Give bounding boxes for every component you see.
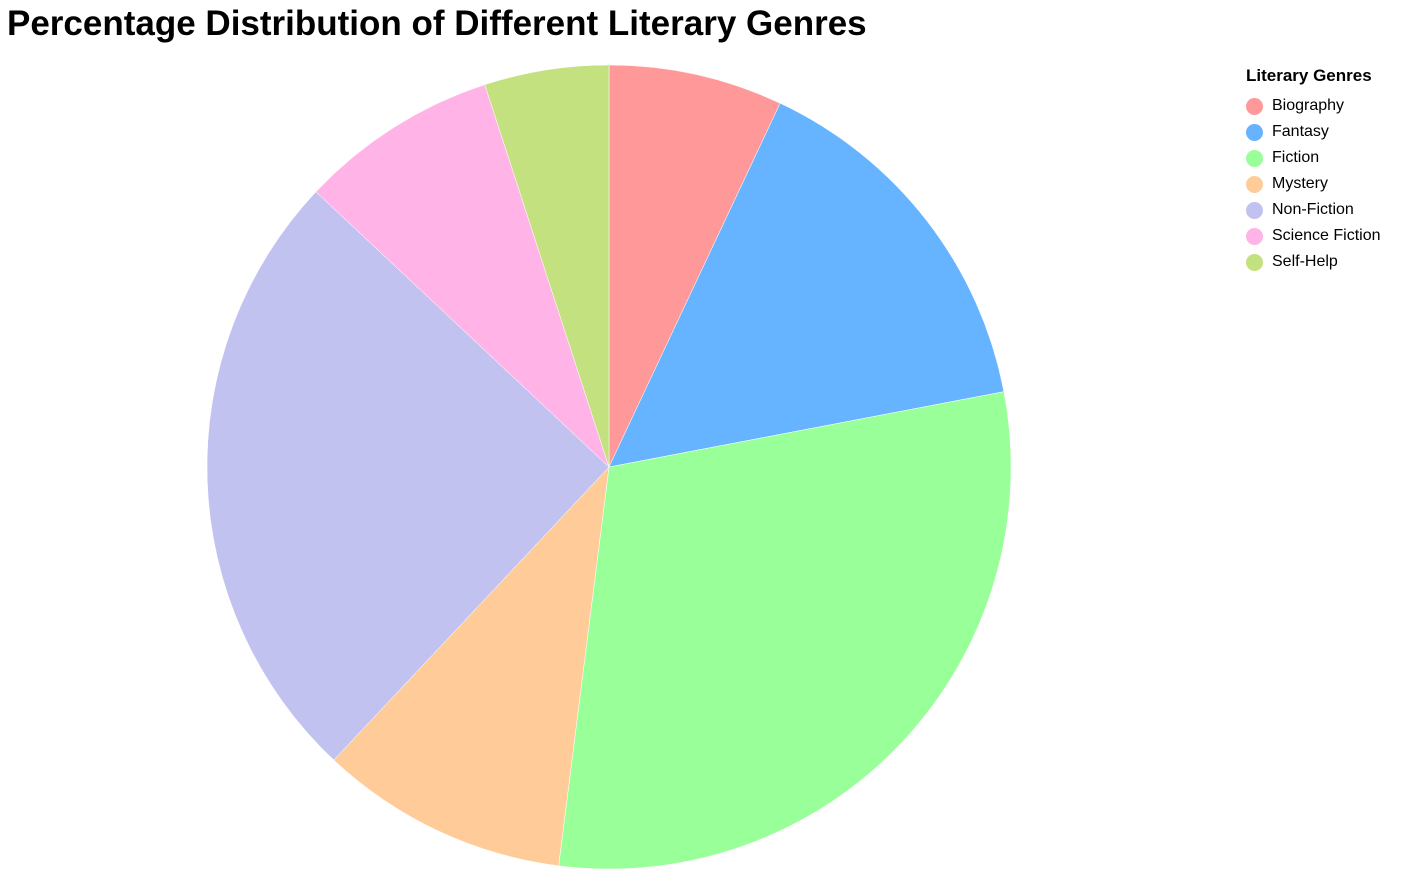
legend-label: Biography bbox=[1272, 97, 1345, 114]
legend-swatch bbox=[1246, 201, 1263, 219]
legend-swatch bbox=[1246, 175, 1263, 193]
pie-slice-fantasy[interactable] bbox=[608, 102, 1005, 468]
legend-swatch bbox=[1246, 253, 1263, 271]
legend-label: Self-Help bbox=[1272, 253, 1338, 270]
legend-item-mystery[interactable]: Mystery bbox=[1246, 171, 1381, 197]
legend-swatch bbox=[1246, 227, 1263, 245]
pie-slice-fiction[interactable] bbox=[558, 391, 1012, 870]
legend: Literary Genres Biography Fantasy Fiction M… bbox=[1246, 66, 1381, 275]
legend-items: Biography Fantasy Fiction Mystery Non-Fictio… bbox=[1246, 93, 1381, 275]
pie-slice-non-fiction[interactable] bbox=[206, 191, 610, 761]
pie-slice-science-fiction[interactable] bbox=[315, 84, 610, 468]
legend-label: Non-Fiction bbox=[1272, 201, 1354, 218]
chart-title: Percentage Distribution of Different Lit… bbox=[7, 4, 867, 43]
legend-label: Mystery bbox=[1272, 175, 1328, 192]
legend-swatch bbox=[1246, 97, 1263, 115]
pie-slice-biography[interactable] bbox=[608, 64, 781, 468]
legend-item-non-fiction[interactable]: Non-Fiction bbox=[1246, 197, 1381, 223]
legend-title: Literary Genres bbox=[1246, 66, 1372, 85]
legend-label: Science Fiction bbox=[1272, 227, 1381, 244]
legend-swatch bbox=[1246, 123, 1263, 141]
legend-item-fiction[interactable]: Fiction bbox=[1246, 145, 1381, 171]
legend-item-science-fiction[interactable]: Science Fiction bbox=[1246, 223, 1381, 249]
pie-slice-mystery[interactable] bbox=[333, 466, 610, 867]
legend-label: Fantasy bbox=[1272, 123, 1329, 140]
legend-item-biography[interactable]: Biography bbox=[1246, 93, 1381, 119]
legend-swatch bbox=[1246, 149, 1263, 167]
legend-item-self-help[interactable]: Self-Help bbox=[1246, 249, 1381, 275]
legend-item-fantasy[interactable]: Fantasy bbox=[1246, 119, 1381, 145]
pie-slice-self-help[interactable] bbox=[484, 64, 610, 468]
legend-label: Fiction bbox=[1272, 149, 1320, 166]
